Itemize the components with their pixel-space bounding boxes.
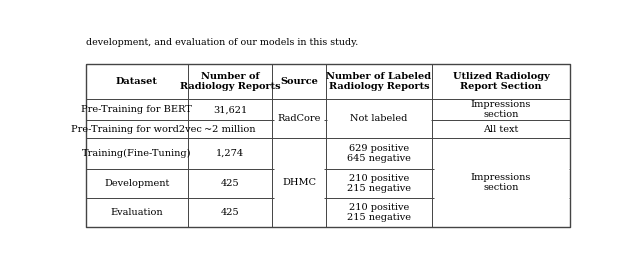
Text: RadCore: RadCore <box>277 114 321 123</box>
Text: Utlized Radiology
Report Section: Utlized Radiology Report Section <box>452 72 549 91</box>
Text: Not labeled: Not labeled <box>350 114 408 123</box>
Text: Impressions
section: Impressions section <box>471 100 531 120</box>
Text: 425: 425 <box>221 208 239 217</box>
Text: Pre-Training for BERT: Pre-Training for BERT <box>81 105 192 114</box>
Text: development, and evaluation of our models in this study.: development, and evaluation of our model… <box>86 38 358 47</box>
Text: Number of
Radiology Reports: Number of Radiology Reports <box>180 72 280 91</box>
Text: 31,621: 31,621 <box>213 105 247 114</box>
Text: Pre-Training for word2vec: Pre-Training for word2vec <box>71 125 202 134</box>
Text: 210 positive
215 negative: 210 positive 215 negative <box>347 203 411 222</box>
Text: 210 positive
215 negative: 210 positive 215 negative <box>347 174 411 193</box>
Text: Development: Development <box>104 179 170 188</box>
Text: 1,274: 1,274 <box>216 149 244 158</box>
Text: ~2 million: ~2 million <box>204 125 256 134</box>
Text: 629 positive
645 negative: 629 positive 645 negative <box>347 144 411 163</box>
Text: Source: Source <box>280 77 318 86</box>
Text: Number of Labeled
Radiology Reports: Number of Labeled Radiology Reports <box>326 72 431 91</box>
Text: Training(Fine-Tuning): Training(Fine-Tuning) <box>82 149 191 158</box>
Text: Impressions
section: Impressions section <box>471 173 531 192</box>
Text: Evaluation: Evaluation <box>111 208 163 217</box>
Text: Dataset: Dataset <box>116 77 157 86</box>
Text: All text: All text <box>483 125 519 134</box>
Text: DHMC: DHMC <box>282 178 316 187</box>
Text: 425: 425 <box>221 179 239 188</box>
